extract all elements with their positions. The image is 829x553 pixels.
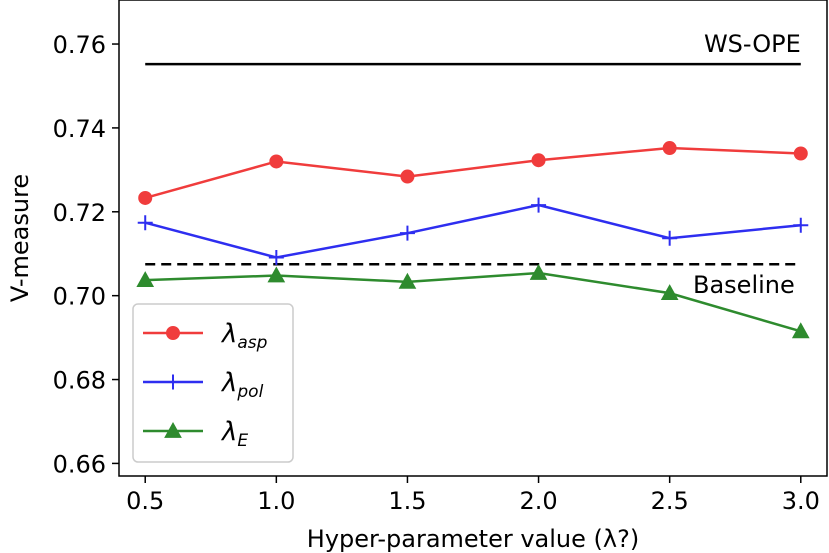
baseline-annotation: Baseline [693, 271, 795, 299]
data-point [400, 169, 415, 184]
data-point [166, 326, 180, 340]
data-point [398, 272, 417, 289]
data-point [531, 197, 547, 213]
y-tick-label: 0.68 [53, 367, 106, 395]
x-tick-label: 2.5 [651, 487, 689, 515]
series-line-pol [144, 203, 801, 259]
data-point [165, 374, 181, 390]
y-tick-label: 0.72 [53, 199, 106, 227]
data-point [136, 271, 155, 288]
legend-label: λasp [220, 319, 268, 353]
x-tick-label: 1.5 [388, 487, 426, 515]
data-point [164, 421, 182, 438]
x-axis-label: Hyper-parameter value (λ?) [307, 525, 639, 553]
x-tick-label: 1.0 [257, 487, 295, 515]
data-point [138, 190, 153, 205]
y-tick-label: 0.70 [53, 283, 106, 311]
data-point [137, 215, 153, 231]
data-point [662, 230, 678, 246]
x-tick-label: 3.0 [782, 487, 820, 515]
data-point [660, 284, 679, 301]
data-point [268, 250, 284, 266]
y-tick-label: 0.76 [53, 31, 106, 59]
series-layer [136, 141, 810, 339]
y-tick-label: 0.74 [53, 115, 106, 143]
series-line-asp [144, 146, 801, 200]
x-tick-label: 2.0 [519, 487, 557, 515]
axis-ticks: 0.5 1.0 1.5 2.0 2.5 3.0 0.66 0.68 0.70 0.72 0.74 0.… [53, 31, 820, 515]
plot-area [118, 0, 828, 477]
data-point [662, 141, 677, 156]
data-point [793, 146, 808, 161]
y-axis-label: V-measure [6, 174, 34, 302]
data-point [531, 153, 546, 168]
data-point [791, 322, 810, 339]
data-point [269, 154, 284, 169]
series-line-e [145, 271, 802, 333]
data-point [267, 266, 286, 283]
data-point [793, 217, 809, 233]
data-point [529, 263, 548, 280]
y-tick-label: 0.66 [53, 450, 106, 478]
x-tick-label: 0.5 [126, 487, 164, 515]
data-point [399, 225, 415, 241]
ws-ope-annotation: WS-OPE [704, 30, 801, 58]
